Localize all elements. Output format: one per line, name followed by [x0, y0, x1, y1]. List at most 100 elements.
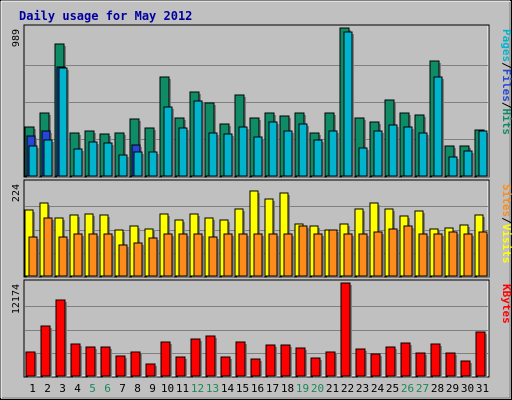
bar-kbytes: KBytes 19: 3700 — [295, 347, 307, 378]
bar-kbytes-fill — [325, 351, 336, 377]
x-tick-label: 18 — [281, 382, 294, 395]
x-tick-label: 6 — [104, 382, 111, 395]
bar-pages-fill — [88, 141, 98, 177]
x-tick-label: 25 — [386, 382, 399, 395]
x-tick-label: 29 — [446, 382, 459, 395]
bar-pages-fill — [463, 150, 473, 177]
bar-kbytes: KBytes 18: 4000 — [280, 344, 292, 378]
bar-kbytes-fill — [130, 351, 141, 377]
bar-kbytes: KBytes 31: 5700 — [475, 331, 487, 378]
bar-kbytes-fill — [115, 355, 126, 377]
panel-kbytes-legend: KBytes — [500, 284, 512, 324]
bar-sites-fill — [328, 229, 338, 277]
bar-sites-fill — [148, 237, 158, 277]
x-tick-label: 17 — [266, 382, 279, 395]
bar-kbytes: KBytes 7: 2600 — [115, 355, 127, 378]
bar-pages: Pages 26: 330 — [403, 126, 414, 178]
x-axis-labels: 1 2 3 4 5 6 7 8 9 10 11 12 13 14 15 16 17 18 19 20 21 22 23 24 2… — [29, 382, 489, 395]
bar-sites-fill — [448, 231, 458, 277]
bar-pages-fill — [178, 127, 188, 177]
bar-sites-fill — [178, 233, 188, 277]
x-tick-label: 10 — [161, 382, 174, 395]
x-tick-label: 24 — [371, 382, 385, 395]
bar-kbytes: KBytes 20: 2300 — [310, 357, 322, 378]
bar-kbytes-fill — [430, 343, 441, 377]
bar-kbytes: KBytes 13: 5200 — [205, 335, 217, 378]
bar-pages-fill — [313, 139, 323, 177]
bar-sites: Sites 9: 92 — [148, 237, 159, 278]
bar-sites-fill — [343, 233, 353, 277]
bar-kbytes: KBytes 28: 4200 — [430, 343, 442, 378]
bar-sites: Sites 5: 100 — [88, 233, 99, 278]
bar-sites-fill — [283, 233, 293, 277]
bar-sites: Sites 3: 95 — [58, 236, 69, 278]
x-tick-label: 2 — [44, 382, 51, 395]
bar-kbytes-fill — [355, 348, 366, 377]
bar-pages: Pages 17: 360 — [268, 121, 279, 178]
bar-sites-fill — [418, 233, 428, 277]
x-tick-label: 27 — [416, 382, 429, 395]
bar-sites: Sites 21: 110 — [328, 229, 339, 278]
bar-pages-fill — [388, 124, 398, 177]
bar-kbytes-fill — [340, 282, 351, 377]
bar-kbytes-fill — [310, 357, 321, 377]
bar-pages-fill — [253, 136, 263, 177]
bar-pages: Pages 1: 200 — [28, 145, 39, 178]
panel-kbytes: 12174 KBytesKBytes 1: 3200KBytes 2: 6600K… — [11, 279, 512, 378]
x-tick-label: 7 — [119, 382, 126, 395]
bar-sites: Sites 18: 100 — [283, 233, 294, 278]
bar-kbytes-fill — [220, 356, 231, 377]
bar-sites: Sites 22: 100 — [343, 233, 354, 278]
bar-pages: Pages 2: 240 — [43, 139, 54, 178]
bar-kbytes-fill — [100, 346, 111, 377]
bar-sites-fill — [103, 233, 113, 277]
bar-sites: Sites 29: 105 — [448, 231, 459, 278]
bar-sites-fill — [388, 228, 398, 277]
legend-hits: Hits — [500, 109, 512, 136]
bar-pages: Pages 3: 720 — [58, 67, 69, 178]
bar-sites-fill — [163, 233, 173, 277]
x-tick-label: 3 — [59, 382, 66, 395]
panel-hits-max-label: 989 — [11, 29, 22, 47]
bar-sites-fill — [58, 236, 68, 277]
panel-visits: 224 Sites/VisitsVisits 1: 160Sites 1: 95V… — [11, 179, 512, 278]
bar-kbytes-fill — [175, 356, 186, 377]
bar-sites-fill — [28, 236, 38, 277]
bar-kbytes-fill — [280, 344, 291, 377]
bar-pages: Pages 11: 320 — [178, 127, 189, 178]
panel-kbytes-max-label: 12174 — [11, 284, 22, 314]
bar-sites-fill — [313, 233, 323, 277]
bar-sites: Sites 4: 100 — [73, 233, 84, 278]
bar-sites: Sites 15: 100 — [238, 233, 249, 278]
bar-sites: Sites 17: 100 — [268, 233, 279, 278]
bar-kbytes: KBytes 22: 12174 — [340, 282, 352, 378]
bar-kbytes-fill — [295, 347, 306, 377]
bar-sites: Sites 16: 100 — [253, 233, 264, 278]
bar-kbytes: KBytes 27: 3000 — [415, 352, 427, 378]
panel-hits-legend: Pages/Files/Hits — [500, 29, 512, 135]
bar-pages: Pages 16: 260 — [253, 136, 264, 178]
bar-sites-fill — [118, 244, 128, 277]
x-tick-label: 28 — [431, 382, 444, 395]
x-tick-label: 30 — [461, 382, 474, 395]
bar-pages-fill — [193, 100, 203, 177]
bar-sites-fill — [238, 233, 248, 277]
x-tick-label: 1 — [29, 382, 36, 395]
x-tick-label: 13 — [206, 382, 219, 395]
x-tick-label: 19 — [296, 382, 309, 395]
bar-kbytes: KBytes 6: 3800 — [100, 346, 112, 378]
bar-pages: Pages 18: 300 — [283, 130, 294, 178]
bar-kbytes: KBytes 29: 3000 — [445, 352, 457, 378]
x-tick-label: 8 — [134, 382, 141, 395]
bar-sites: Sites 30: 100 — [463, 233, 474, 278]
bar-kbytes-fill — [265, 344, 276, 377]
bar-kbytes-fill — [385, 346, 396, 377]
bar-pages: Pages 10: 460 — [163, 106, 174, 178]
bar-sites: Sites 25: 112 — [388, 228, 399, 278]
bar-kbytes: KBytes 12: 4800 — [190, 338, 202, 378]
bar-pages: Pages 22: 960 — [343, 31, 354, 178]
bar-sites-fill — [73, 233, 83, 277]
legend-sites: Sites — [500, 184, 512, 217]
chart-title: Daily usage for May 2012 — [19, 9, 192, 23]
